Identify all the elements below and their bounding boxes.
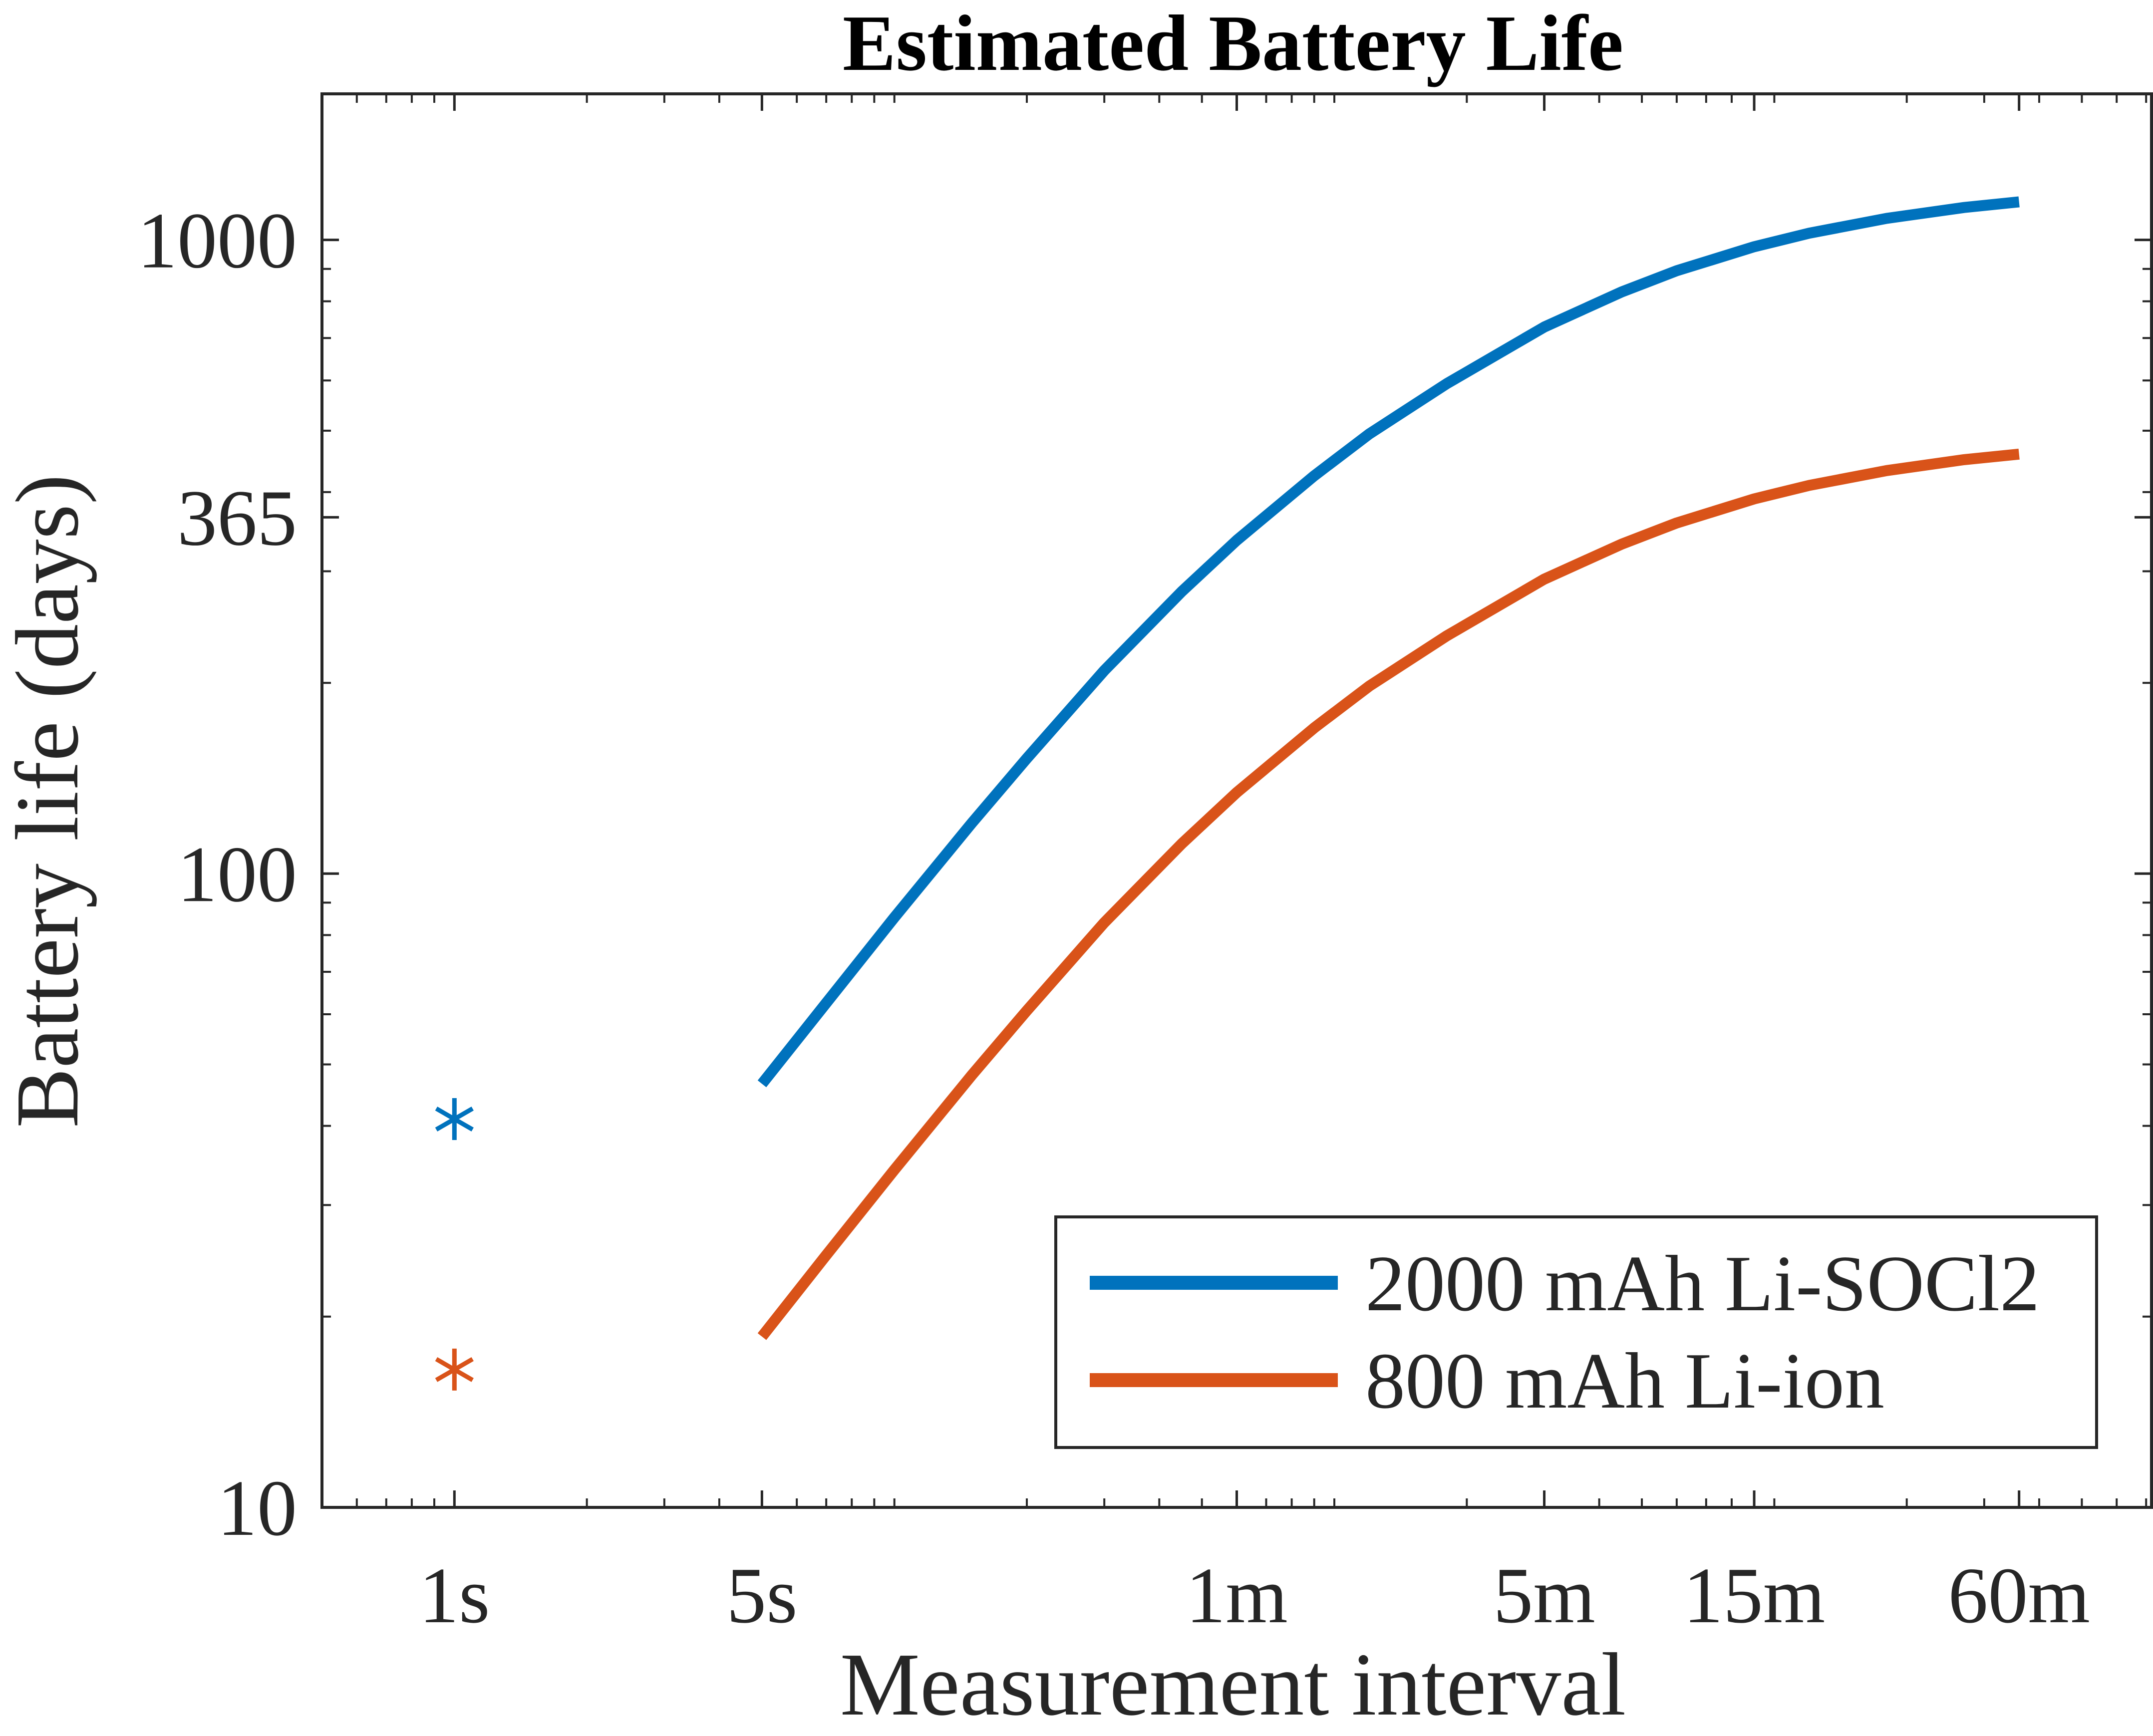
y-tick-labels: 10 100 365 1000 [137, 196, 297, 1552]
asterisk-marker-li-socl2 [435, 1098, 474, 1140]
legend-label-li-socl2: 2000 mAh Li-SOCl2 [1365, 1239, 2040, 1328]
y-tick-label: 1000 [137, 196, 297, 285]
chart-title: Estimated Battery Life [843, 0, 1623, 87]
x-tick-label: 5s [726, 1551, 797, 1640]
y-tick-label: 10 [217, 1463, 297, 1552]
y-tick-label: 100 [177, 830, 297, 918]
asterisk-marker-li-ion [435, 1348, 474, 1391]
x-tick-label: 1m [1186, 1551, 1287, 1640]
y-tick-label: 365 [177, 473, 297, 562]
legend-box [1054, 1215, 2098, 1449]
asterisk-stroke [435, 1107, 474, 1132]
x-tick-label: 1s [419, 1551, 490, 1640]
x-tick-label: 15m [1683, 1551, 1825, 1640]
x-tick-labels: 1s 5s 1m 5m 15m 60m [419, 1551, 2090, 1640]
legend-label-li-ion: 800 mAh Li-ion [1365, 1336, 1884, 1425]
legend: 2000 mAh Li-SOCl2 800 mAh Li-ion [1054, 1215, 2098, 1449]
asterisk-stroke [435, 1357, 474, 1382]
axes-box [320, 92, 2153, 1509]
x-axis-label: Measurement interval [840, 1635, 1626, 1734]
series-line-li-socl2 [757, 196, 2020, 1088]
x-tick-label: 60m [1948, 1551, 2090, 1640]
series-group [435, 196, 2020, 1391]
series-line-li-ion [757, 448, 2020, 1340]
x-tick-label: 5m [1493, 1551, 1595, 1640]
y-axis-label: Battery life (days) [0, 474, 97, 1128]
